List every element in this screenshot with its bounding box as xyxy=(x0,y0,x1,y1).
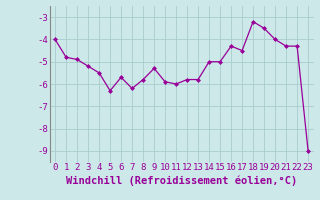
X-axis label: Windchill (Refroidissement éolien,°C): Windchill (Refroidissement éolien,°C) xyxy=(66,175,297,186)
